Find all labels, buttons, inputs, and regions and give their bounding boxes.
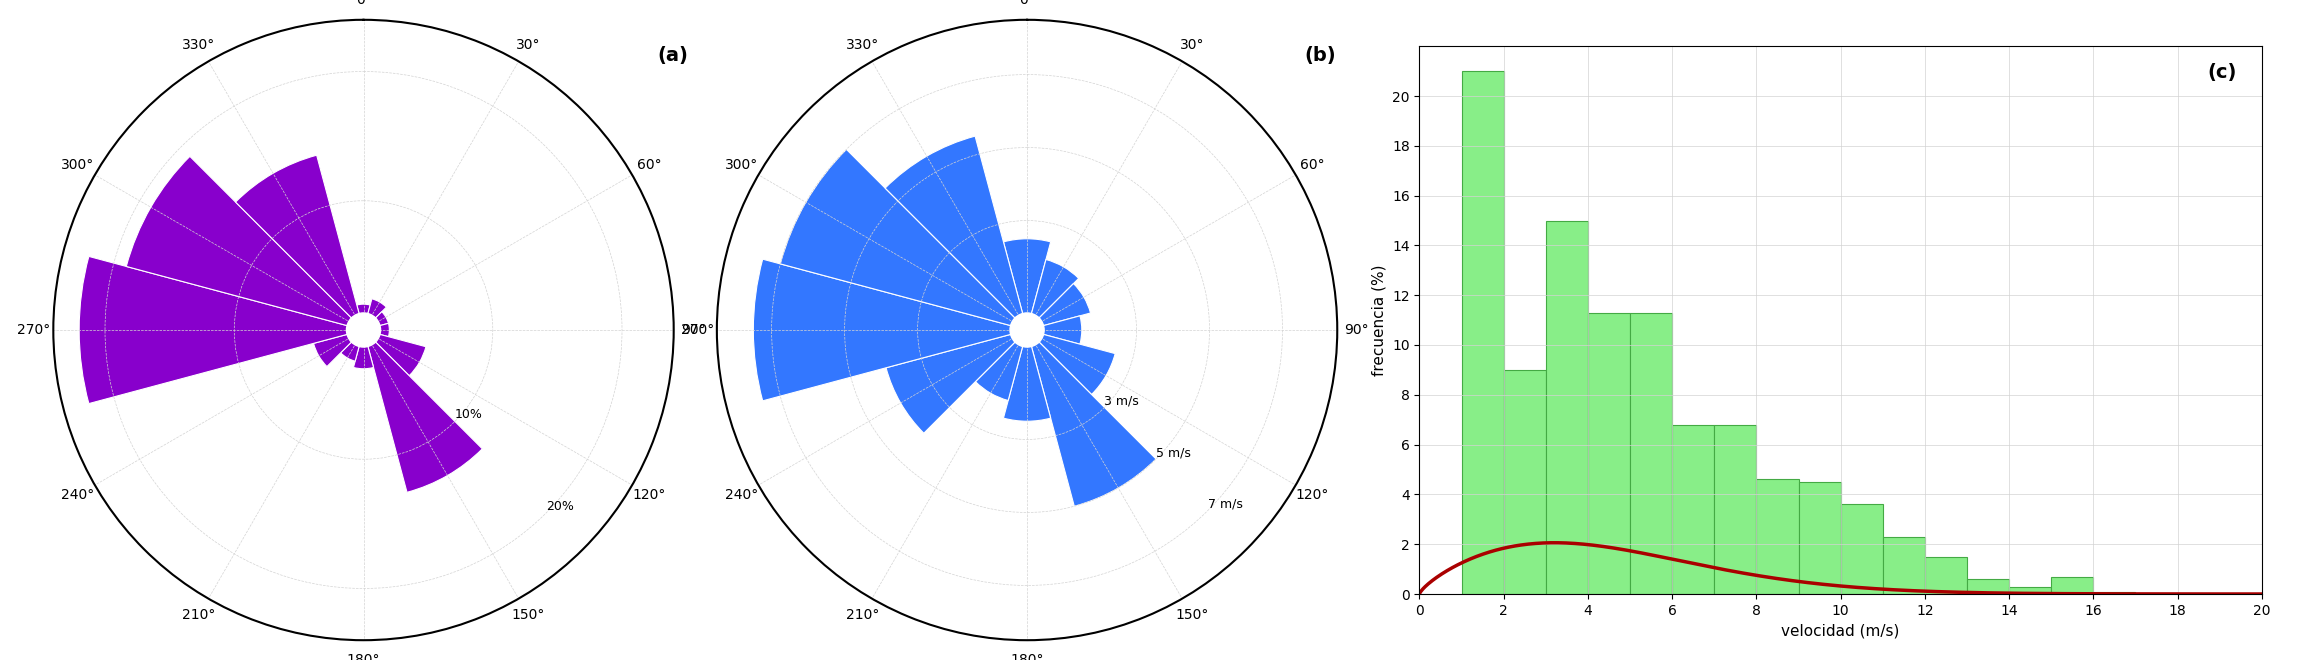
- Bar: [886, 136, 1027, 330]
- Bar: [365, 299, 385, 330]
- Bar: [342, 330, 365, 361]
- Bar: [235, 155, 365, 330]
- Circle shape: [346, 313, 381, 347]
- Circle shape: [1011, 313, 1043, 347]
- Bar: [1629, 313, 1671, 594]
- Text: (b): (b): [1304, 46, 1336, 65]
- Bar: [780, 149, 1027, 330]
- Text: (c): (c): [2206, 63, 2236, 82]
- Bar: [2093, 591, 2135, 594]
- Bar: [1883, 537, 1925, 594]
- Bar: [358, 304, 369, 330]
- Y-axis label: frecuencia (%): frecuencia (%): [1371, 265, 1387, 376]
- Bar: [365, 330, 427, 376]
- Bar: [2052, 577, 2093, 594]
- Bar: [365, 312, 388, 330]
- Bar: [365, 323, 390, 337]
- Bar: [1505, 370, 1546, 594]
- Bar: [1715, 424, 1756, 594]
- Bar: [1461, 71, 1505, 594]
- Bar: [752, 259, 1027, 401]
- Bar: [1027, 316, 1082, 344]
- Bar: [1966, 579, 2008, 594]
- Bar: [1027, 330, 1115, 395]
- Bar: [1588, 313, 1629, 594]
- Bar: [1027, 330, 1156, 506]
- Bar: [1925, 556, 1966, 594]
- Bar: [1004, 239, 1050, 330]
- X-axis label: velocidad (m/s): velocidad (m/s): [1782, 623, 1899, 638]
- Bar: [1004, 330, 1050, 421]
- Bar: [886, 330, 1027, 433]
- Bar: [1671, 424, 1715, 594]
- Bar: [1027, 259, 1078, 330]
- Bar: [365, 330, 482, 492]
- Bar: [1546, 220, 1588, 594]
- Bar: [1027, 284, 1089, 330]
- Bar: [1756, 479, 1798, 594]
- Text: (a): (a): [658, 46, 688, 65]
- Bar: [2008, 587, 2052, 594]
- Bar: [976, 330, 1027, 401]
- Bar: [314, 330, 365, 366]
- Bar: [353, 330, 374, 369]
- Bar: [1798, 482, 1842, 594]
- Bar: [78, 256, 365, 404]
- Bar: [1842, 504, 1883, 594]
- Bar: [127, 156, 365, 330]
